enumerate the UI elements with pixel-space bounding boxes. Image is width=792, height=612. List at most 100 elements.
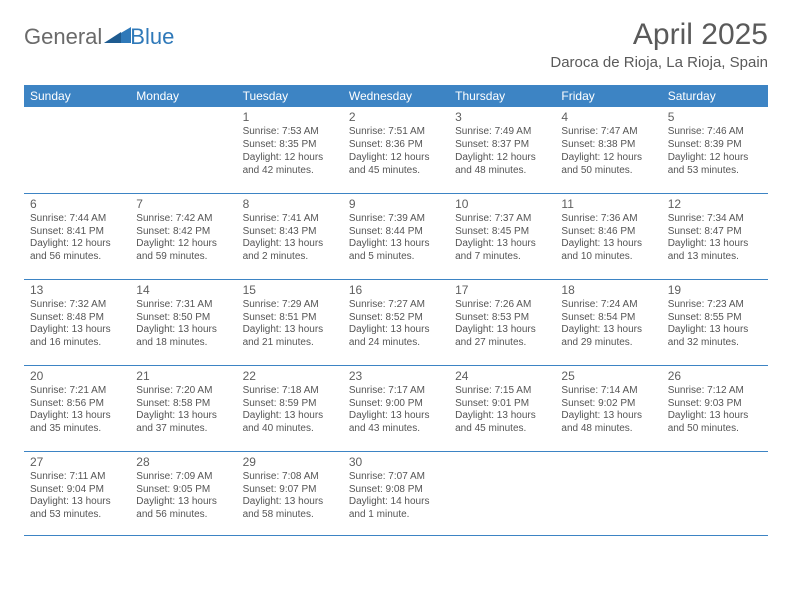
- daylight-text-line2: and 1 minute.: [349, 509, 443, 522]
- day-number: 16: [349, 283, 443, 298]
- sunset-text: Sunset: 8:35 PM: [243, 139, 337, 152]
- sunrise-text: Sunrise: 7:46 AM: [668, 126, 762, 139]
- day-number: 20: [30, 369, 124, 384]
- calendar-day-cell: 8Sunrise: 7:41 AMSunset: 8:43 PMDaylight…: [237, 193, 343, 279]
- daylight-text-line2: and 21 minutes.: [243, 337, 337, 350]
- daylight-text-line1: Daylight: 13 hours: [243, 496, 337, 509]
- weekday-header: Saturday: [662, 85, 768, 107]
- calendar-week-row: 13Sunrise: 7:32 AMSunset: 8:48 PMDayligh…: [24, 279, 768, 365]
- calendar-day-cell: 26Sunrise: 7:12 AMSunset: 9:03 PMDayligh…: [662, 365, 768, 451]
- sunset-text: Sunset: 8:43 PM: [243, 226, 337, 239]
- day-number: 19: [668, 283, 762, 298]
- sunset-text: Sunset: 8:48 PM: [30, 312, 124, 325]
- calendar-body: 1Sunrise: 7:53 AMSunset: 8:35 PMDaylight…: [24, 107, 768, 535]
- calendar-day-cell: [662, 451, 768, 535]
- daylight-text-line1: Daylight: 13 hours: [455, 410, 549, 423]
- header: General Blue April 2025 Daroca de Rioja,…: [24, 18, 768, 71]
- sunset-text: Sunset: 8:45 PM: [455, 226, 549, 239]
- daylight-text-line1: Daylight: 13 hours: [136, 324, 230, 337]
- sunset-text: Sunset: 8:47 PM: [668, 226, 762, 239]
- daylight-text-line2: and 5 minutes.: [349, 251, 443, 264]
- daylight-text-line2: and 40 minutes.: [243, 423, 337, 436]
- calendar-day-cell: 15Sunrise: 7:29 AMSunset: 8:51 PMDayligh…: [237, 279, 343, 365]
- day-number: 30: [349, 455, 443, 470]
- day-number: 24: [455, 369, 549, 384]
- daylight-text-line2: and 56 minutes.: [136, 509, 230, 522]
- daylight-text-line1: Daylight: 13 hours: [349, 238, 443, 251]
- sunrise-text: Sunrise: 7:32 AM: [30, 299, 124, 312]
- daylight-text-line2: and 2 minutes.: [243, 251, 337, 264]
- daylight-text-line1: Daylight: 12 hours: [561, 152, 655, 165]
- day-number: 9: [349, 197, 443, 212]
- sunset-text: Sunset: 8:37 PM: [455, 139, 549, 152]
- weekday-header: Monday: [130, 85, 236, 107]
- sunrise-text: Sunrise: 7:51 AM: [349, 126, 443, 139]
- day-number: 23: [349, 369, 443, 384]
- sunset-text: Sunset: 8:38 PM: [561, 139, 655, 152]
- day-number: 22: [243, 369, 337, 384]
- sunset-text: Sunset: 9:07 PM: [243, 484, 337, 497]
- sunrise-text: Sunrise: 7:37 AM: [455, 213, 549, 226]
- calendar-day-cell: 10Sunrise: 7:37 AMSunset: 8:45 PMDayligh…: [449, 193, 555, 279]
- daylight-text-line2: and 56 minutes.: [30, 251, 124, 264]
- daylight-text-line2: and 42 minutes.: [243, 165, 337, 178]
- daylight-text-line2: and 45 minutes.: [455, 423, 549, 436]
- calendar-day-cell: 20Sunrise: 7:21 AMSunset: 8:56 PMDayligh…: [24, 365, 130, 451]
- sunrise-text: Sunrise: 7:34 AM: [668, 213, 762, 226]
- calendar-day-cell: 4Sunrise: 7:47 AMSunset: 8:38 PMDaylight…: [555, 107, 661, 193]
- calendar-day-cell: [555, 451, 661, 535]
- day-number: 5: [668, 110, 762, 125]
- day-number: 1: [243, 110, 337, 125]
- sunset-text: Sunset: 9:03 PM: [668, 398, 762, 411]
- day-number: 8: [243, 197, 337, 212]
- sunrise-text: Sunrise: 7:20 AM: [136, 385, 230, 398]
- day-number: 14: [136, 283, 230, 298]
- daylight-text-line1: Daylight: 12 hours: [30, 238, 124, 251]
- calendar-day-cell: 6Sunrise: 7:44 AMSunset: 8:41 PMDaylight…: [24, 193, 130, 279]
- daylight-text-line1: Daylight: 13 hours: [349, 410, 443, 423]
- brand-logo: General Blue: [24, 24, 174, 50]
- day-number: 27: [30, 455, 124, 470]
- daylight-text-line2: and 32 minutes.: [668, 337, 762, 350]
- daylight-text-line1: Daylight: 13 hours: [455, 238, 549, 251]
- daylight-text-line1: Daylight: 13 hours: [349, 324, 443, 337]
- calendar-day-cell: 7Sunrise: 7:42 AMSunset: 8:42 PMDaylight…: [130, 193, 236, 279]
- daylight-text-line2: and 16 minutes.: [30, 337, 124, 350]
- daylight-text-line2: and 35 minutes.: [30, 423, 124, 436]
- day-number: 21: [136, 369, 230, 384]
- daylight-text-line2: and 58 minutes.: [243, 509, 337, 522]
- brand-blue-text: Blue: [130, 24, 174, 50]
- title-block: April 2025 Daroca de Rioja, La Rioja, Sp…: [550, 18, 768, 71]
- day-number: 2: [349, 110, 443, 125]
- daylight-text-line1: Daylight: 12 hours: [455, 152, 549, 165]
- daylight-text-line2: and 50 minutes.: [561, 165, 655, 178]
- calendar-day-cell: 16Sunrise: 7:27 AMSunset: 8:52 PMDayligh…: [343, 279, 449, 365]
- sunrise-text: Sunrise: 7:14 AM: [561, 385, 655, 398]
- sunrise-text: Sunrise: 7:42 AM: [136, 213, 230, 226]
- day-number: 29: [243, 455, 337, 470]
- sunrise-text: Sunrise: 7:36 AM: [561, 213, 655, 226]
- daylight-text-line1: Daylight: 12 hours: [136, 238, 230, 251]
- daylight-text-line1: Daylight: 13 hours: [30, 496, 124, 509]
- sunset-text: Sunset: 8:42 PM: [136, 226, 230, 239]
- sunset-text: Sunset: 8:39 PM: [668, 139, 762, 152]
- day-number: 4: [561, 110, 655, 125]
- daylight-text-line2: and 7 minutes.: [455, 251, 549, 264]
- weekday-header: Thursday: [449, 85, 555, 107]
- daylight-text-line2: and 13 minutes.: [668, 251, 762, 264]
- day-number: 25: [561, 369, 655, 384]
- calendar-week-row: 27Sunrise: 7:11 AMSunset: 9:04 PMDayligh…: [24, 451, 768, 535]
- daylight-text-line1: Daylight: 12 hours: [668, 152, 762, 165]
- calendar-day-cell: 2Sunrise: 7:51 AMSunset: 8:36 PMDaylight…: [343, 107, 449, 193]
- calendar-day-cell: 12Sunrise: 7:34 AMSunset: 8:47 PMDayligh…: [662, 193, 768, 279]
- day-number: 15: [243, 283, 337, 298]
- day-number: 18: [561, 283, 655, 298]
- sunset-text: Sunset: 9:08 PM: [349, 484, 443, 497]
- daylight-text-line1: Daylight: 13 hours: [455, 324, 549, 337]
- daylight-text-line1: Daylight: 13 hours: [561, 410, 655, 423]
- day-number: 3: [455, 110, 549, 125]
- sunrise-text: Sunrise: 7:11 AM: [30, 471, 124, 484]
- calendar-day-cell: 14Sunrise: 7:31 AMSunset: 8:50 PMDayligh…: [130, 279, 236, 365]
- sunrise-text: Sunrise: 7:29 AM: [243, 299, 337, 312]
- sunrise-text: Sunrise: 7:27 AM: [349, 299, 443, 312]
